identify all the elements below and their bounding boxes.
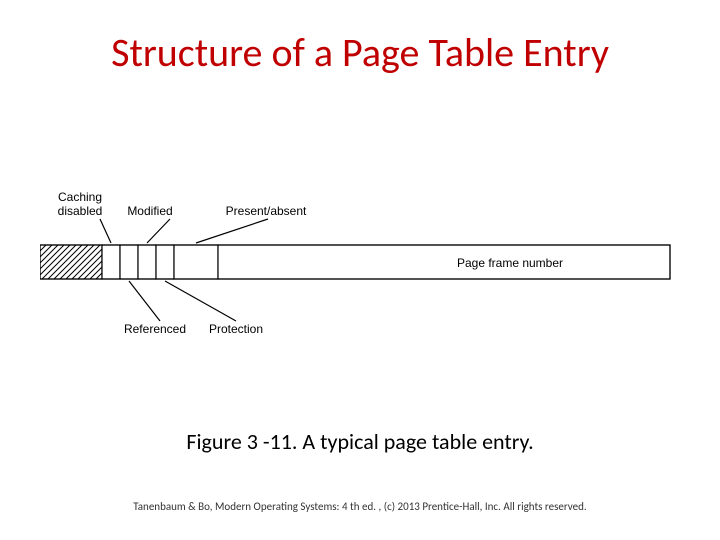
svg-text:disabled: disabled [58,204,103,218]
slide-title: Structure of a Page Table Entry [0,28,720,77]
svg-text:Present/absent: Present/absent [226,204,307,218]
svg-text:Modified: Modified [127,204,172,218]
credit-line: Tanenbaum & Bo, Modern Operating Systems… [0,500,720,513]
svg-text:Protection: Protection [209,322,263,336]
svg-text:Page frame number: Page frame number [457,256,563,270]
svg-text:Caching: Caching [58,190,102,204]
page-table-entry-diagram: Page frame number Cachingdisabled Modified… [40,185,680,360]
figure-caption: Figure 3 -11. A typical page table entry… [0,428,720,455]
svg-text:Referenced: Referenced [124,322,186,336]
